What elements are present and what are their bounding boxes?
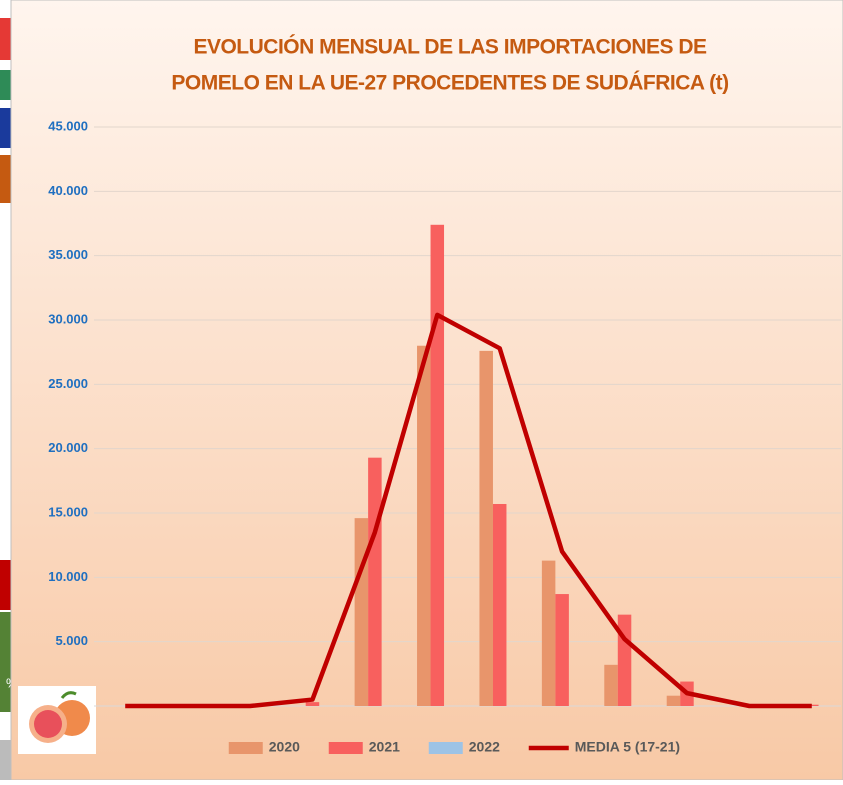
chart-title: POMELO EN LA UE-27 PROCEDENTES DE SUDÁFR… xyxy=(171,72,728,95)
bar xyxy=(493,504,507,706)
grapefruit-icon xyxy=(18,686,96,754)
legend-label: 2021 xyxy=(369,739,400,755)
bar xyxy=(667,696,681,706)
bar xyxy=(618,615,632,706)
y-tick-label: 30.000 xyxy=(48,311,88,326)
legend-swatch xyxy=(329,742,363,754)
legend-label: 2022 xyxy=(469,739,500,755)
y-tick-label: 40.000 xyxy=(48,183,88,198)
legend-swatch xyxy=(429,742,463,754)
chart-title: EVOLUCIÓN MENSUAL DE LAS IMPORTACIONES D… xyxy=(193,35,707,59)
bar xyxy=(417,346,431,706)
y-tick-label: 35.000 xyxy=(48,247,88,262)
y-tick-label: 25.000 xyxy=(48,376,88,391)
bar xyxy=(542,561,556,706)
bar xyxy=(368,458,382,706)
legend-label: MEDIA 5 (17-21) xyxy=(575,739,680,755)
bar xyxy=(555,594,569,706)
bar xyxy=(306,702,320,706)
bar xyxy=(355,518,369,706)
y-tick-label: 10.000 xyxy=(48,569,88,584)
bar xyxy=(479,351,493,706)
y-tick-label: 5.000 xyxy=(55,633,88,648)
y-tick-label: 45.000 xyxy=(48,118,88,133)
bar xyxy=(431,225,445,706)
y-tick-label: 15.000 xyxy=(48,504,88,519)
legend-label: 2020 xyxy=(269,739,300,755)
bar xyxy=(604,665,618,706)
chart: % % EVOLUCIÓN MENSUAL DE LAS IMPORTACION… xyxy=(0,0,843,780)
legend-swatch xyxy=(229,742,263,754)
y-tick-label: 20.000 xyxy=(48,440,88,455)
